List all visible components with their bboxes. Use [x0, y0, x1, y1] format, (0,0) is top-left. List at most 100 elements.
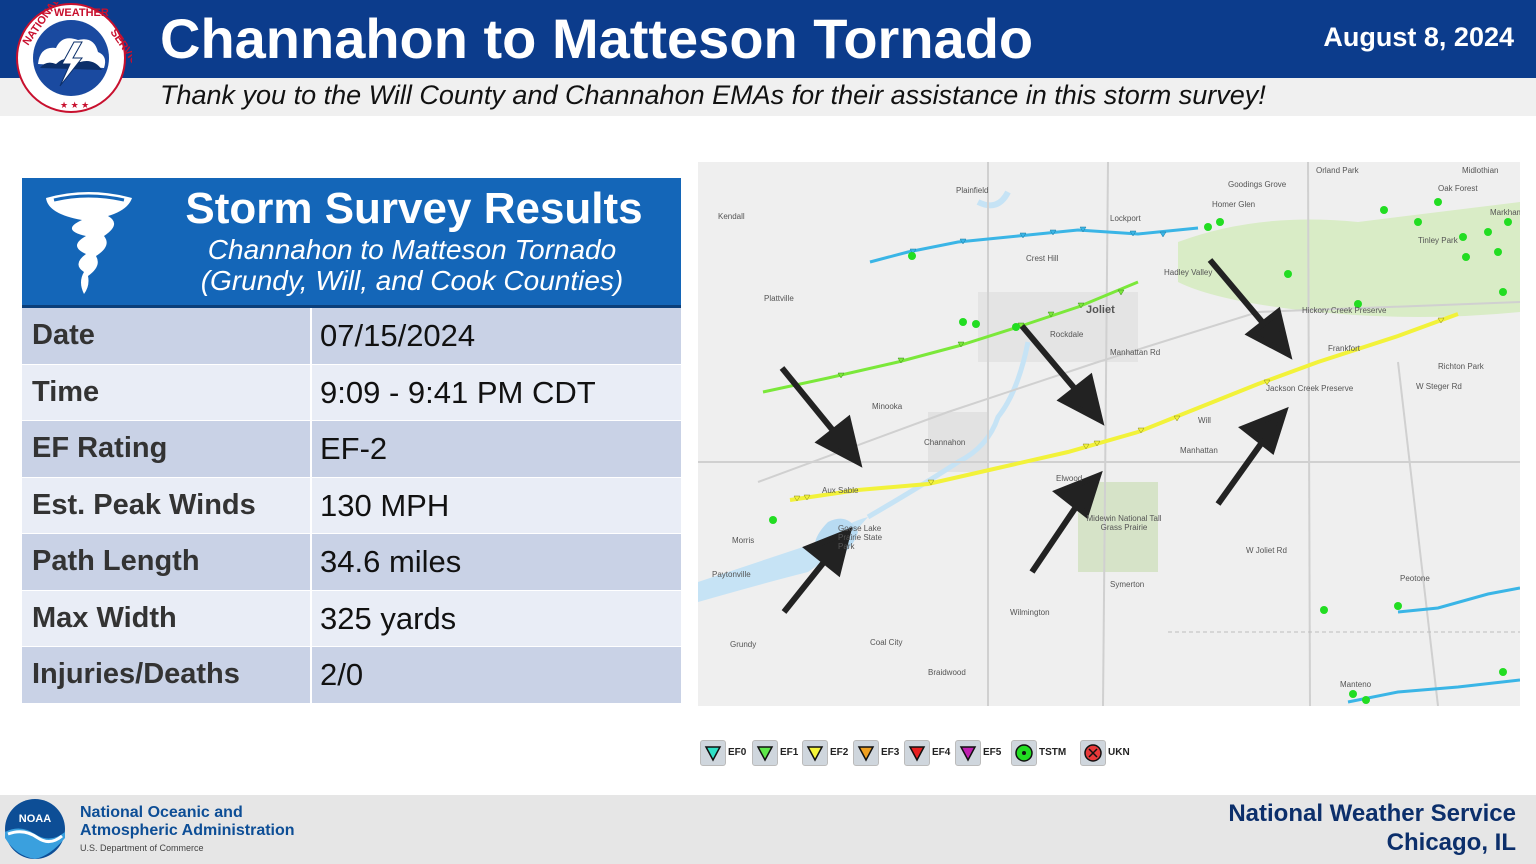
- ef0-track-south: [1347, 678, 1520, 704]
- map-label: Hadley Valley: [1164, 268, 1213, 277]
- row-value: EF-2: [320, 431, 388, 466]
- table-row: Time 9:09 - 9:41 PM CDT: [22, 364, 681, 421]
- results-table: Date 07/15/2024 Time 9:09 - 9:41 PM CDT EF…: [22, 308, 681, 704]
- map-label: Morris: [732, 536, 755, 545]
- row-label: Date: [32, 319, 95, 351]
- map-label: Joliet: [1086, 304, 1115, 316]
- map-label: Midewin National Tall Grass Prairie: [1086, 514, 1162, 532]
- preserve-area: [1178, 202, 1520, 317]
- ef2-tornado-track: [789, 312, 1459, 502]
- map-label: Manhattan: [1180, 446, 1218, 455]
- legend-label: EF5: [983, 747, 1002, 758]
- page-title: Channahon to Matteson Tornado: [160, 7, 1034, 70]
- table-row: EF Rating EF-2: [22, 421, 681, 478]
- table-row: Max Width 325 yards: [22, 590, 681, 647]
- card-header: Storm Survey Results Channahon to Mattes…: [22, 178, 681, 308]
- map-label: Aux Sable: [822, 486, 859, 495]
- row-label: Path Length: [32, 545, 200, 577]
- map-label: Jackson Creek Preserve: [1266, 384, 1354, 393]
- row-value: 9:09 - 9:41 PM CDT: [320, 374, 596, 410]
- path-arrows: [779, 258, 1293, 614]
- header-bar: [0, 0, 1536, 78]
- map-label: Minooka: [872, 402, 903, 411]
- table-row: Injuries/Deaths 2/0: [22, 647, 681, 704]
- map-label: Braidwood: [928, 668, 966, 677]
- map-label: Manhattan Rd: [1110, 348, 1161, 357]
- noaa-name-line1: National Oceanic and: [80, 804, 243, 821]
- card-subtitle-line2: (Grundy, Will, and Cook Counties): [200, 265, 624, 296]
- table-row: Path Length 34.6 miles: [22, 534, 681, 591]
- subtitle-bar: [0, 78, 1536, 116]
- row-label: Injuries/Deaths: [32, 658, 240, 690]
- map-label: Wilmington: [1010, 608, 1050, 617]
- row-value: 07/15/2024: [320, 318, 476, 353]
- row-label: Time: [32, 375, 100, 408]
- map-label: W Steger Rd: [1416, 382, 1462, 391]
- noaa-logo: NOAA: [5, 799, 65, 859]
- noaa-name-line2: Atmospheric Administration: [80, 822, 295, 839]
- table-row: Est. Peak Winds 130 MPH: [22, 477, 681, 534]
- nws-office-location: Chicago, IL: [1386, 829, 1516, 856]
- svg-text:WEATHER: WEATHER: [54, 7, 109, 19]
- nws-office-name: National Weather Service: [1228, 800, 1516, 827]
- row-value: 2/0: [320, 657, 364, 692]
- map-label: Symerton: [1110, 580, 1145, 589]
- row-label: Max Width: [32, 601, 177, 634]
- legend-label: EF1: [780, 747, 799, 758]
- map-label: W Joliet Rd: [1246, 546, 1287, 555]
- map-label: Crest Hill: [1026, 254, 1059, 263]
- row-value: 325 yards: [320, 600, 457, 636]
- legend-label: EF4: [932, 747, 951, 758]
- legend-label: EF0: [728, 747, 747, 758]
- nws-logo: NATIONAL WEATHER SERVICE ★ ★ ★: [16, 2, 132, 113]
- map-label: Plattville: [764, 294, 794, 303]
- map-label: Midlothian: [1462, 166, 1499, 175]
- card-subtitle-line1: Channahon to Matteson Tornado: [207, 234, 617, 265]
- noaa-logo-text: NOAA: [19, 813, 51, 825]
- map-label: Richton Park: [1438, 362, 1484, 371]
- map-label: Oak Forest: [1438, 184, 1478, 193]
- ef0-track-southeast: [1397, 586, 1520, 614]
- card-title: Storm Survey Results: [185, 184, 643, 233]
- map-label: Coal City: [870, 638, 903, 647]
- thanks-text: Thank you to the Will County and Channah…: [160, 80, 1266, 110]
- survey-results-card: Storm Survey Results Channahon to Mattes…: [22, 178, 681, 704]
- ef1-track: [762, 280, 1139, 394]
- row-label: Est. Peak Winds: [32, 488, 256, 521]
- row-label: EF Rating: [32, 432, 168, 464]
- legend-label: UKN: [1108, 747, 1130, 758]
- svg-text:★ ★ ★: ★ ★ ★: [60, 100, 89, 110]
- map-label: Manteno: [1340, 680, 1372, 689]
- map-label: Peotone: [1400, 574, 1430, 583]
- footer-bar: [0, 795, 1536, 864]
- map-graphics: [698, 162, 1520, 706]
- legend-label: TSTM: [1039, 747, 1067, 758]
- map-label: Elwood: [1056, 474, 1083, 483]
- map-label: Kendall: [718, 212, 745, 221]
- map-label: Markham: [1490, 208, 1520, 217]
- map-label: Grundy: [730, 640, 757, 649]
- noaa-department: U.S. Department of Commerce: [80, 843, 204, 853]
- tornado-icon: [46, 192, 132, 294]
- map-label: Will: [1198, 416, 1211, 425]
- table-row: Date 07/15/2024: [22, 308, 681, 365]
- row-value: 34.6 miles: [320, 544, 462, 579]
- map-label: Goodings Grove: [1228, 180, 1287, 189]
- map-label: Goose Lake Prairie State Park: [838, 524, 883, 551]
- map-label: Homer Glen: [1212, 200, 1256, 209]
- map-label: Orland Park: [1316, 166, 1359, 175]
- map-label: Plainfield: [956, 186, 989, 195]
- legend-label: EF2: [830, 747, 849, 758]
- row-value: 130 MPH: [320, 487, 450, 523]
- map-label: Rockdale: [1050, 330, 1084, 339]
- map-label: Lockport: [1110, 214, 1141, 223]
- header-date: August 8, 2024: [1323, 22, 1514, 52]
- ef0-track-north: [869, 226, 1199, 264]
- damage-path-map[interactable]: Orland Park Midlothian Goodings Grove Oa…: [698, 162, 1520, 706]
- map-label: Channahon: [924, 438, 966, 447]
- map-label: Hickory Creek Preserve: [1302, 306, 1387, 315]
- map-label: Tinley Park: [1418, 236, 1458, 245]
- legend-label: EF3: [881, 747, 900, 758]
- map-label: Frankfort: [1328, 344, 1361, 353]
- map-label: Paytonville: [712, 570, 751, 579]
